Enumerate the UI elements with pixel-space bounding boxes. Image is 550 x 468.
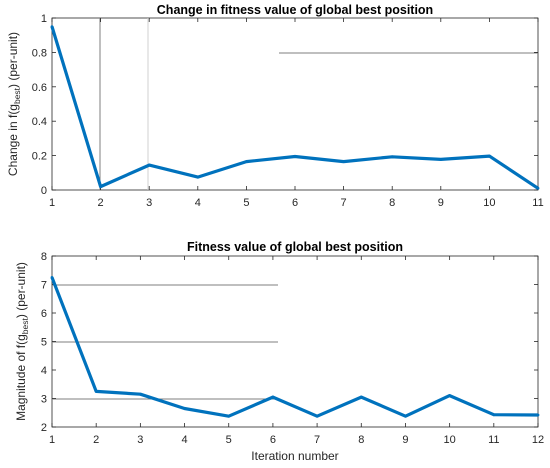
data-point [271, 395, 275, 399]
x-tick-label: 1 [49, 197, 55, 209]
x-tick-label: 9 [402, 434, 408, 446]
x-tick-label: 10 [444, 434, 456, 446]
data-point [488, 154, 491, 158]
data-point [50, 25, 54, 28]
data-point [390, 155, 394, 159]
data-point [227, 414, 231, 418]
x-tick-label: 2 [93, 434, 99, 446]
x-tick-label: 10 [483, 197, 495, 209]
x-tick-label: 7 [314, 434, 320, 446]
data-point [245, 160, 248, 164]
x-tick-label: 6 [270, 434, 276, 446]
x-tick-label: 5 [226, 434, 232, 446]
data-point [359, 395, 363, 399]
data-point [183, 407, 186, 410]
chart-title: Change in fitness value of global best p… [157, 3, 433, 17]
data-point [404, 414, 407, 418]
data-point [99, 185, 102, 188]
series-line [50, 276, 539, 418]
y-tick-label: 1 [41, 13, 47, 25]
data-point [94, 389, 98, 393]
data-point [439, 157, 443, 161]
x-tick-label: 9 [438, 197, 444, 209]
x-tick-label: 3 [137, 434, 143, 446]
chart-title: Fitness value of global best position [187, 240, 403, 254]
y-tick-label: 2 [41, 422, 47, 434]
x-tick-label: 11 [532, 197, 543, 209]
x-tick-label: 3 [146, 197, 152, 209]
y-tick-label: 3 [41, 394, 47, 406]
data-point [50, 275, 54, 279]
x-tick-label: 6 [292, 197, 298, 209]
x-tick-label: 8 [389, 197, 395, 209]
data-point [448, 394, 452, 398]
chart-1: 1 2 3 4 5 6 7 8 9 10 11 0 0.2 0.4 0.6 0.8 1 Change in fit… [6, 3, 544, 209]
data-point [147, 163, 151, 167]
data-point [536, 413, 540, 417]
x-tick-label: 2 [98, 197, 104, 209]
axes-box [51, 17, 539, 191]
data-point [196, 175, 200, 179]
x-tick-label: 11 [488, 434, 499, 446]
y-tick-label: 7 [41, 280, 47, 292]
y-tick-label: 0 [41, 185, 47, 197]
y-tick-label: 6 [41, 308, 47, 320]
y-tick-label: 8 [41, 251, 47, 263]
x-tick-label: 5 [243, 197, 249, 209]
data-point [315, 414, 319, 418]
x-tick-label: 4 [181, 434, 187, 446]
data-point [536, 186, 540, 190]
x-tick-label: 7 [341, 197, 347, 209]
x-tick-label: 8 [358, 434, 364, 446]
data-point [492, 413, 496, 417]
data-point [138, 392, 142, 396]
y-tick-label: 0.2 [32, 151, 47, 163]
y-tick-label: 4 [41, 365, 47, 377]
x-tick-label: 1 [49, 434, 55, 446]
y-axis-label: Change in f(gbest) (per-unit) [6, 32, 22, 176]
y-tick-label: 5 [41, 337, 47, 349]
y-tick-label: 0.6 [32, 82, 47, 94]
x-tick-label: 12 [532, 434, 544, 446]
x-axis-label: Iteration number [251, 449, 338, 463]
y-tick-label: 0.4 [32, 116, 47, 128]
data-point [293, 155, 297, 158]
y-axis-label: Magnitude of f(gbest) (per-unit) [14, 262, 30, 421]
data-point [342, 160, 345, 164]
x-tick-label: 4 [195, 197, 201, 209]
y-tick-label: 0.8 [32, 47, 47, 59]
